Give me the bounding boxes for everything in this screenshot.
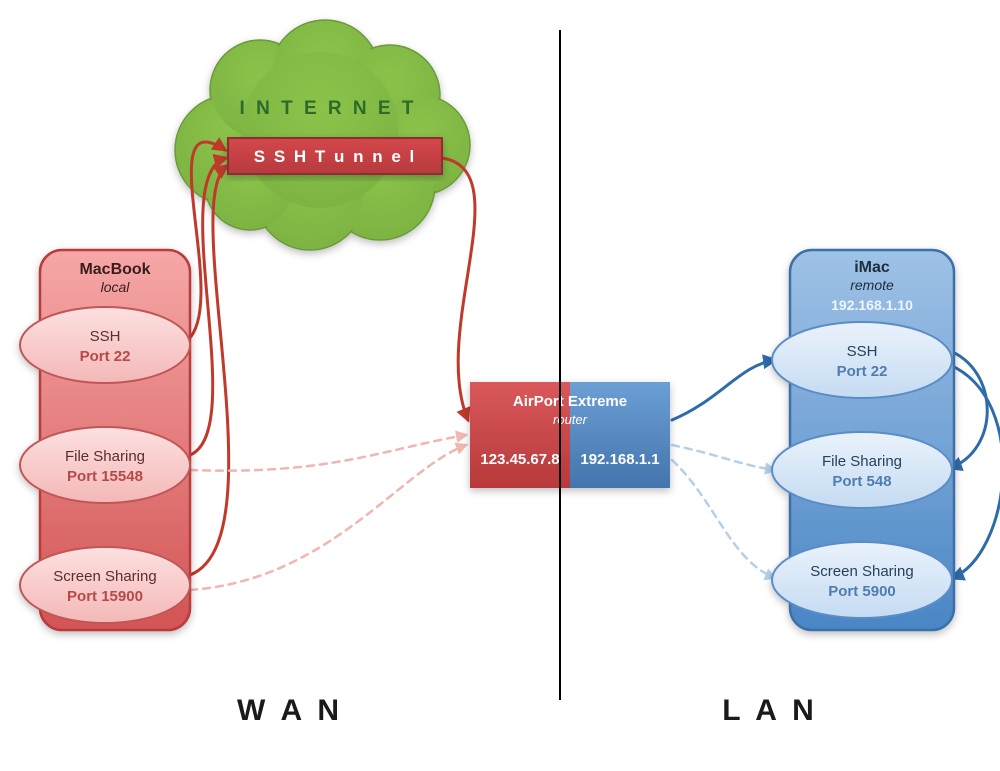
router-box: AirPort Extreme router 123.45.67.8 192.168.… (470, 382, 670, 488)
imac-service (772, 542, 952, 618)
router-subtitle: router (553, 412, 588, 427)
ssh-tunnel-label: S S H T u n n e l (254, 147, 416, 166)
router-wan-ip: 123.45.67.8 (480, 451, 559, 468)
macbook-title: MacBook (79, 261, 150, 278)
network-diagram: I N T E R N E T S S H T u n n e l MacBoo… (0, 0, 1000, 771)
lan-dashed-arrows (672, 445, 775, 578)
wan-dashed-arrows (190, 435, 466, 590)
internet-cloud: I N T E R N E T (175, 20, 470, 250)
service-port: Port 548 (832, 473, 891, 490)
lan-label: L A N (722, 694, 818, 727)
imac-panel: iMacremote 192.168.1.10 SSH Port 22 File Sha… (772, 250, 954, 630)
imac-service (772, 432, 952, 508)
macbook-service (20, 427, 190, 503)
internet-label: I N T E R N E T (240, 98, 417, 119)
service-port: Port 22 (80, 348, 131, 365)
macbook-panel: MacBooklocal SSH Port 22 File Sharing Port 1… (20, 250, 190, 630)
service-port: Port 15548 (67, 468, 143, 485)
imac-ip: 192.168.1.10 (831, 297, 913, 313)
service-port: Port 5900 (828, 583, 896, 600)
service-name: File Sharing (822, 453, 902, 470)
service-port: Port 15900 (67, 588, 143, 605)
service-name: SSH (90, 328, 121, 345)
service-name: File Sharing (65, 448, 145, 465)
macbook-service (20, 547, 190, 623)
service-port: Port 22 (837, 363, 888, 380)
imac-title: iMac (854, 259, 890, 276)
router-lan-ip: 192.168.1.1 (580, 451, 659, 468)
service-name: Screen Sharing (53, 568, 156, 585)
ssh-tunnel-box: S S H T u n n e l (228, 138, 442, 174)
wan-label: W A N (237, 694, 343, 727)
imac-subtitle: remote (850, 277, 894, 293)
macbook-subtitle: local (101, 279, 131, 295)
router-title: AirPort Extreme (513, 393, 627, 410)
service-name: Screen Sharing (810, 563, 913, 580)
imac-service (772, 322, 952, 398)
macbook-service (20, 307, 190, 383)
service-name: SSH (847, 343, 878, 360)
